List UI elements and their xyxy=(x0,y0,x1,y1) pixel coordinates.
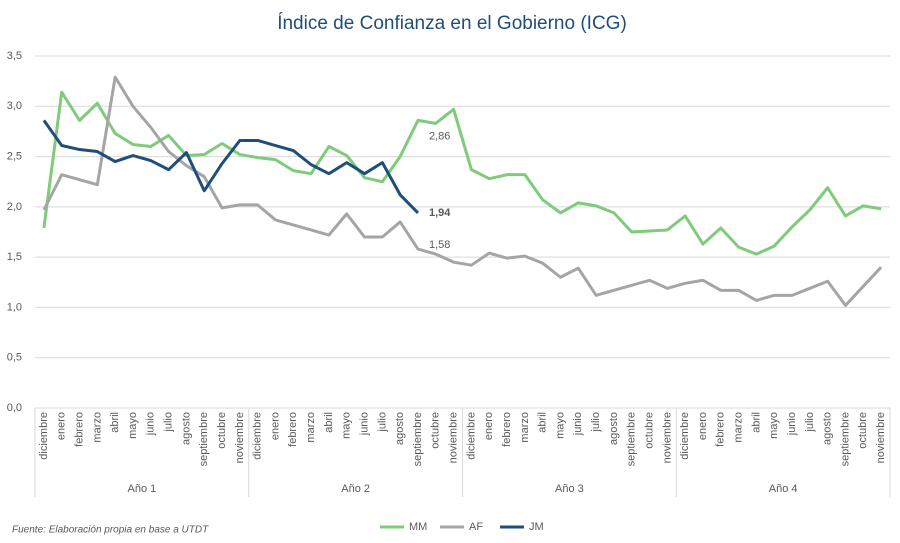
y-tick-label: 0,5 xyxy=(7,352,22,364)
x-tick-label: noviembre xyxy=(448,412,460,463)
x-tick-label: enero xyxy=(56,412,68,440)
x-tick-label: septiembre xyxy=(626,412,638,466)
x-tick-label: octubre xyxy=(857,412,869,449)
group-label: Año 2 xyxy=(341,483,370,495)
x-tick-label: febrero xyxy=(501,412,513,447)
legend-label: AF xyxy=(469,521,483,533)
x-tick-label: julio xyxy=(804,412,816,433)
y-tick-label: 0,0 xyxy=(7,402,22,414)
x-tick-label: abril xyxy=(323,412,335,433)
x-tick-label: mayo xyxy=(127,412,139,439)
x-tick-label: abril xyxy=(537,412,549,433)
chart-title: Índice de Confianza en el Gobierno (ICG) xyxy=(277,13,627,34)
y-tick-label: 3,0 xyxy=(7,100,22,112)
x-tick-label: agosto xyxy=(608,412,620,445)
x-tick-label: junio xyxy=(145,412,157,436)
x-tick-label: mayo xyxy=(768,412,780,439)
x-tick-label: enero xyxy=(697,412,709,440)
x-tick-label: noviembre xyxy=(234,412,246,463)
x-tick-label: julio xyxy=(163,412,175,433)
legend-label: JM xyxy=(529,521,544,533)
x-tick-label: abril xyxy=(109,412,121,433)
data-label: 1,94 xyxy=(429,207,451,219)
source-note: Fuente: Elaboración propia en base a UTD… xyxy=(12,525,209,536)
x-tick-label: marzo xyxy=(91,412,103,443)
x-tick-label: septiembre xyxy=(198,412,210,466)
x-tick-label: julio xyxy=(376,412,388,433)
series-line xyxy=(42,75,883,307)
x-tick-label: febrero xyxy=(287,412,299,447)
x-tick-label: noviembre xyxy=(661,412,673,463)
y-tick-label: 2,5 xyxy=(7,150,22,162)
y-tick-label: 1,5 xyxy=(7,251,22,263)
x-tick-label: febrero xyxy=(73,412,85,447)
x-tick-label: marzo xyxy=(305,412,317,443)
x-tick-label: agosto xyxy=(394,412,406,445)
data-label: 1,58 xyxy=(429,239,450,251)
data-label: 2,86 xyxy=(429,130,450,142)
x-tick-label: junio xyxy=(572,412,584,436)
x-tick-label: febrero xyxy=(715,412,727,447)
x-tick-label: agosto xyxy=(180,412,192,445)
x-tick-label: mayo xyxy=(341,412,353,439)
x-tick-label: julio xyxy=(590,412,602,433)
series-line xyxy=(42,119,420,214)
x-tick-label: diciembre xyxy=(679,412,691,460)
x-tick-label: octubre xyxy=(430,412,442,449)
x-tick-label: noviembre xyxy=(875,412,887,463)
x-tick-label: marzo xyxy=(733,412,745,443)
x-tick-label: septiembre xyxy=(412,412,424,466)
x-tick-label: diciembre xyxy=(252,412,264,460)
group-label: Año 1 xyxy=(128,483,157,495)
x-tick-label: junio xyxy=(786,412,798,436)
x-tick-label: junio xyxy=(358,412,370,436)
group-label: Año 4 xyxy=(769,483,798,495)
series-line xyxy=(42,90,882,256)
x-tick-label: diciembre xyxy=(465,412,477,460)
x-tick-label: septiembre xyxy=(839,412,851,466)
x-tick-label: abril xyxy=(750,412,762,433)
legend-label: MM xyxy=(409,521,427,533)
x-tick-label: marzo xyxy=(519,412,531,443)
x-tick-label: mayo xyxy=(554,412,566,439)
y-tick-label: 1,0 xyxy=(7,301,22,313)
x-tick-label: enero xyxy=(483,412,495,440)
x-tick-label: enero xyxy=(269,412,281,440)
x-tick-label: octubre xyxy=(643,412,655,449)
y-tick-label: 3,5 xyxy=(7,50,22,62)
y-tick-label: 2,0 xyxy=(7,201,22,213)
group-label: Año 3 xyxy=(555,483,584,495)
x-tick-label: agosto xyxy=(822,412,834,445)
x-tick-label: octubre xyxy=(216,412,228,449)
x-tick-label: diciembre xyxy=(38,412,50,460)
